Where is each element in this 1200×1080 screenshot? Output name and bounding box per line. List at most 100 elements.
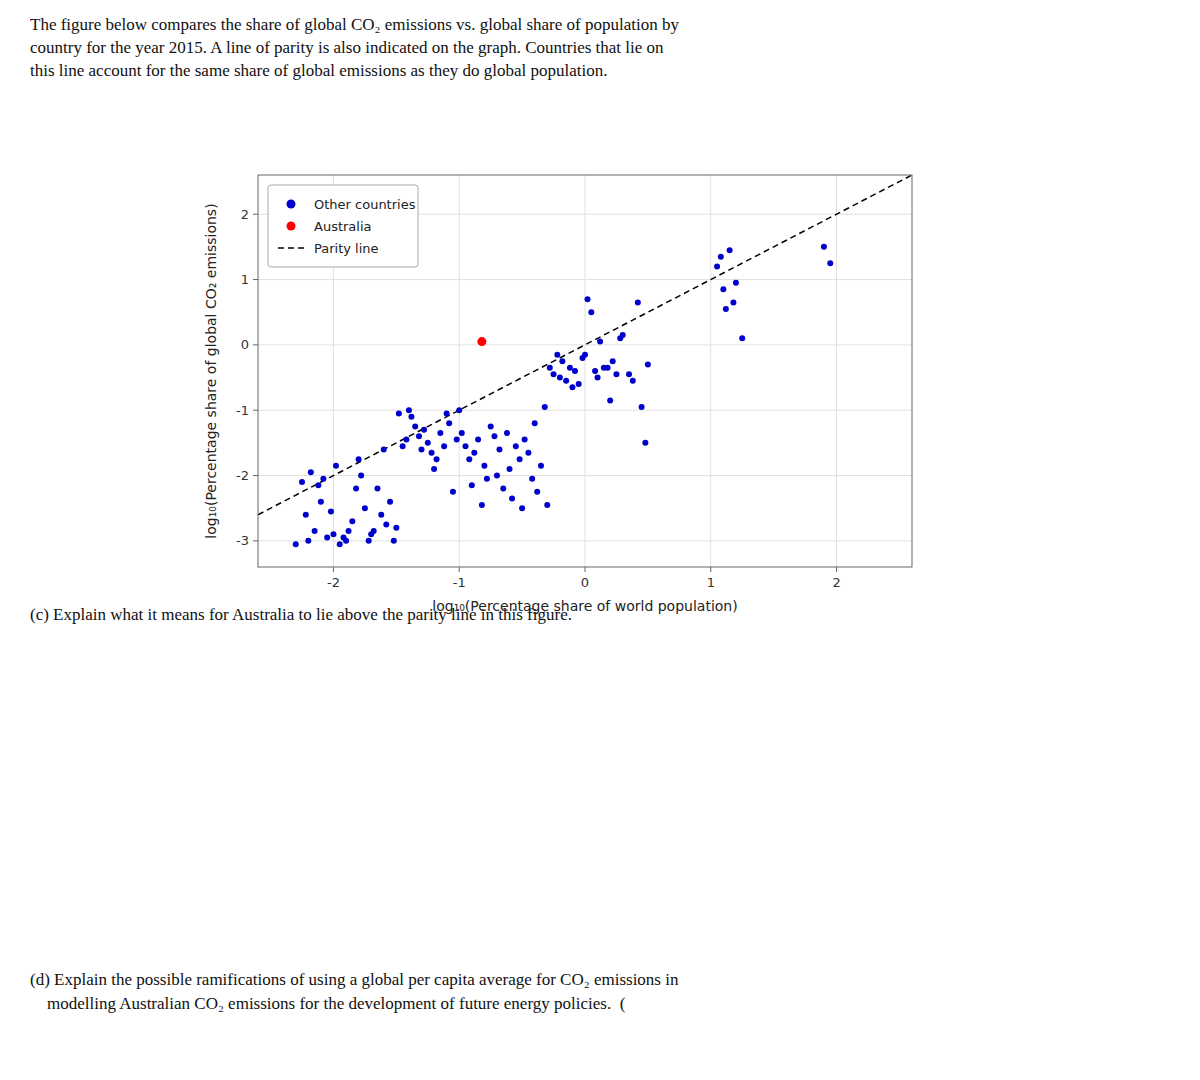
point — [425, 440, 431, 446]
point — [588, 309, 594, 315]
point — [324, 535, 330, 541]
tick-y — [253, 214, 258, 215]
y-axis-label: log₁₀(Percentage share of global CO₂ emi… — [203, 203, 219, 538]
point — [333, 463, 339, 469]
legend-swatch — [287, 200, 296, 209]
legend-label: Australia — [314, 219, 372, 234]
tick-label-x: 0 — [581, 575, 589, 590]
chart: The figure below compares the share of g… — [0, 0, 1200, 1080]
point — [513, 443, 519, 449]
marks — [258, 175, 912, 547]
point — [572, 368, 578, 374]
point — [522, 437, 528, 443]
tick-x — [585, 567, 586, 572]
point — [718, 254, 724, 260]
point — [383, 522, 389, 528]
point — [353, 486, 359, 492]
point — [421, 427, 427, 433]
point — [635, 299, 641, 305]
point — [391, 538, 397, 544]
point — [356, 456, 362, 462]
point — [320, 476, 326, 482]
point — [299, 479, 305, 485]
point — [821, 244, 827, 250]
point — [639, 404, 645, 410]
tick-y — [253, 410, 258, 411]
tick-y — [253, 279, 258, 280]
point — [484, 476, 490, 482]
point — [630, 378, 636, 384]
grid — [258, 175, 912, 567]
point — [551, 371, 557, 377]
point — [592, 368, 598, 374]
point — [567, 365, 573, 371]
x-axis-label: log₁₀(Percentage share of world populati… — [432, 598, 737, 614]
point — [328, 508, 334, 514]
point — [318, 499, 324, 505]
point — [434, 456, 440, 462]
point — [403, 437, 409, 443]
point — [532, 420, 538, 426]
point — [500, 486, 506, 492]
plot-area — [258, 175, 912, 567]
point — [534, 489, 540, 495]
point — [387, 499, 393, 505]
point — [563, 378, 569, 384]
point — [585, 296, 591, 302]
point — [444, 410, 450, 416]
grid-line-y — [258, 475, 912, 476]
tick-y — [253, 540, 258, 541]
point — [607, 397, 613, 403]
point — [733, 280, 739, 286]
point — [727, 247, 733, 253]
point — [547, 365, 553, 371]
point — [642, 440, 648, 446]
annotation: modelling Australian CO₂ emissions for t… — [30, 994, 626, 1013]
point — [381, 446, 387, 452]
point — [544, 502, 550, 508]
legend-label: Other countries — [314, 197, 416, 212]
point — [509, 495, 515, 501]
point — [730, 299, 736, 305]
grid-line-x — [836, 175, 837, 567]
point — [542, 404, 548, 410]
point — [378, 512, 384, 518]
point — [419, 446, 425, 452]
point — [557, 375, 563, 381]
point — [569, 384, 575, 390]
point — [456, 407, 462, 413]
tick-x — [836, 567, 837, 572]
point — [554, 352, 560, 358]
point — [477, 337, 486, 346]
point — [739, 335, 745, 341]
point — [374, 486, 380, 492]
point — [362, 505, 368, 511]
point — [450, 489, 456, 495]
point — [312, 528, 318, 534]
point — [827, 260, 833, 266]
tick-label-y: 0 — [241, 337, 249, 352]
tick-label-x: 2 — [832, 575, 840, 590]
point — [308, 469, 314, 475]
point — [723, 306, 729, 312]
point — [469, 482, 475, 488]
point — [645, 361, 651, 367]
tick-label-y: 2 — [241, 207, 249, 222]
point — [343, 538, 349, 544]
point — [305, 538, 311, 544]
point — [471, 450, 477, 456]
point — [494, 473, 500, 479]
point — [463, 443, 469, 449]
point — [479, 502, 485, 508]
tick-label-y: 1 — [241, 272, 249, 287]
point — [337, 541, 343, 547]
tick-label-y: -3 — [236, 533, 249, 548]
point — [349, 518, 355, 524]
grid-line-y — [258, 279, 912, 280]
parity-line — [258, 175, 912, 515]
point — [406, 407, 412, 413]
point — [519, 505, 525, 511]
point — [496, 446, 502, 452]
point — [605, 365, 611, 371]
point — [491, 433, 497, 439]
